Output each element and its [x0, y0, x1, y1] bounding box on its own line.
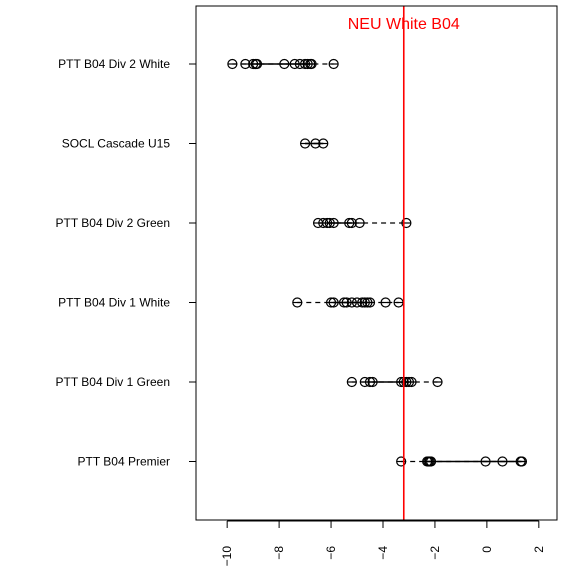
data-point	[328, 217, 339, 229]
category-labels: PTT B04 Div 2 White SOCL Cascade U15 PTT B…	[56, 57, 196, 469]
data-point	[227, 58, 238, 70]
category-row	[299, 138, 329, 149]
category-label: SOCL Cascade U15	[62, 137, 171, 151]
x-tick-label: 2	[532, 546, 546, 553]
category-row	[346, 376, 443, 388]
x-tick-label: −4	[376, 546, 390, 560]
category-row	[312, 217, 412, 229]
data-point	[380, 297, 391, 308]
data-point	[367, 376, 378, 388]
series-layer	[227, 58, 528, 467]
category-label: PTT B04 Div 1 White	[58, 296, 170, 310]
category-row	[227, 58, 339, 70]
category-label: PTT B04 Premier	[78, 455, 170, 469]
category-row	[292, 297, 404, 308]
data-point	[328, 58, 339, 70]
data-point	[364, 297, 376, 308]
data-point	[354, 217, 365, 229]
x-tick-label: 0	[480, 546, 494, 553]
data-point	[393, 297, 404, 308]
data-point	[306, 58, 317, 70]
data-point	[292, 297, 303, 308]
category-label: PTT B04 Div 2 Green	[56, 216, 171, 230]
category-label: PTT B04 Div 1 Green	[56, 375, 171, 389]
data-point	[516, 456, 528, 467]
data-point	[497, 456, 508, 467]
data-point	[318, 138, 329, 149]
x-tick-label: −2	[428, 546, 442, 560]
x-tick-label: −10	[220, 546, 234, 567]
x-tick-label: −6	[324, 546, 338, 560]
data-point	[279, 58, 290, 70]
reference-layer: NEU White B04	[348, 6, 460, 520]
x-tick-label: −8	[272, 546, 286, 560]
data-point	[299, 138, 311, 149]
plot-frame	[195, 5, 558, 521]
data-point	[346, 376, 357, 388]
reference-line-label: NEU White B04	[348, 16, 460, 33]
data-point	[425, 456, 437, 467]
data-point	[328, 297, 339, 308]
data-point	[480, 456, 491, 467]
data-point	[251, 58, 263, 70]
data-point	[406, 376, 417, 388]
category-row	[396, 456, 528, 467]
x-axis: −10 −8 −6 −4 −2 0 2	[220, 520, 546, 567]
category-label: PTT B04 Div 2 White	[58, 57, 170, 71]
data-point	[432, 376, 443, 388]
